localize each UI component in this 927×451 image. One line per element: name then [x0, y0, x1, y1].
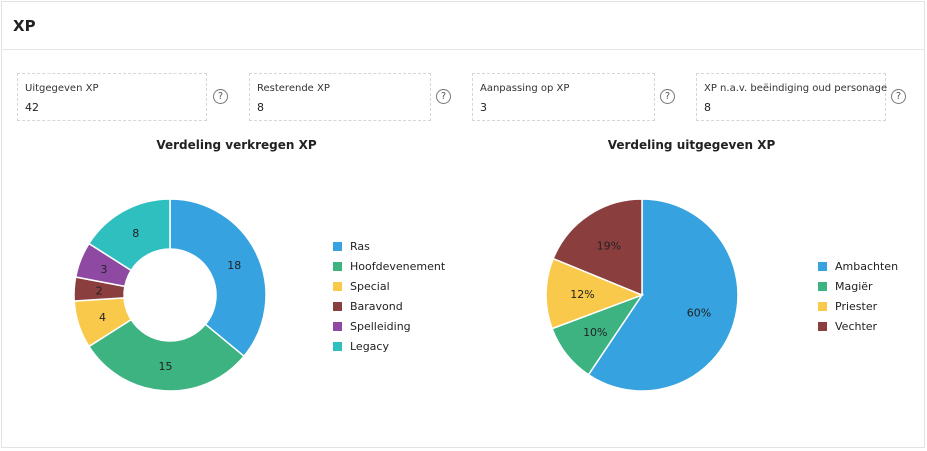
data-label-special: 4 [99, 311, 106, 324]
legend-item-priester[interactable]: Priester [818, 296, 898, 316]
legend-item-baravond[interactable]: Baravond [333, 296, 445, 316]
pie-slice-hoofdevenement[interactable] [87, 318, 246, 392]
data-label-priester: 12% [570, 288, 594, 301]
stat-label: XP n.a.v. beëindiging oud personage [704, 83, 888, 94]
legend-swatch [333, 301, 342, 311]
chart-title-uitgegeven: Verdeling uitgegeven XP [607, 138, 776, 152]
pie-chart-uitgegeven-xp: 60% 10% 12% 19% [545, 198, 739, 392]
legend-swatch [333, 261, 342, 271]
stat-value: 42 [25, 101, 39, 114]
stat-label: Aanpassing op XP [480, 83, 570, 94]
data-label-baravond: 2 [96, 285, 103, 298]
help-icon[interactable]: ? [436, 89, 451, 104]
legend-label: Legacy [350, 339, 389, 353]
data-label-hoofdevenement: 15 [159, 360, 173, 373]
panel-title: XP [13, 16, 36, 35]
stat-xp-oud-personage: XP n.a.v. beëindiging oud personage 8 [696, 73, 888, 121]
chart-title-verkregen: Verdeling verkregen XP [156, 138, 317, 152]
legend-label: Vechter [835, 319, 878, 333]
legend-item-ambachten[interactable]: Ambachten [818, 256, 898, 276]
legend-label: Ambachten [835, 259, 899, 273]
pie-slice-vechter[interactable] [552, 198, 643, 297]
pie-slice-legacy[interactable] [87, 198, 171, 272]
legend-swatch [818, 261, 827, 271]
legend-label: Magiër [835, 279, 873, 293]
data-label-magier: 10% [583, 326, 607, 339]
help-icon[interactable]: ? [660, 89, 675, 104]
legend-label: Priester [835, 299, 878, 313]
stat-value: 3 [480, 101, 487, 114]
legend-swatch [333, 281, 342, 291]
legend-label: Special [350, 279, 390, 293]
legend-item-vechter[interactable]: Vechter [818, 316, 898, 336]
stat-value: 8 [257, 101, 264, 114]
stat-label: Uitgegeven XP [25, 83, 99, 94]
legend-swatch [333, 321, 342, 331]
legend-item-magier[interactable]: Magiër [818, 276, 898, 296]
legend-item-hoofdevenement[interactable]: Hoofdevenement [333, 256, 445, 276]
data-label-legacy: 8 [132, 227, 139, 240]
donut-chart-verkregen-xp: 18 15 4 2 3 8 [73, 198, 267, 392]
stat-label: Resterende XP [257, 83, 330, 94]
data-label-ambachten: 60% [687, 306, 711, 319]
legend-item-spelleiding[interactable]: Spelleiding [333, 316, 445, 336]
legend-label: Ras [350, 239, 370, 253]
panel-header: XP [2, 2, 924, 50]
legend-label: Baravond [350, 299, 403, 313]
stat-uitgegeven-xp: Uitgegeven XP 42 [17, 73, 207, 121]
legend-swatch [818, 281, 827, 291]
pie-slice-ambachten[interactable] [587, 198, 739, 392]
stat-resterende-xp: Resterende XP 8 [249, 73, 431, 121]
legend-uitgegeven-xp: Ambachten Magiër Priester Vechter [818, 256, 898, 336]
pie-slice-ras[interactable] [169, 198, 267, 358]
legend-swatch [818, 321, 827, 331]
legend-item-ras[interactable]: Ras [333, 236, 445, 256]
legend-label: Spelleiding [350, 319, 411, 333]
pie-slice-priester[interactable] [545, 257, 645, 330]
legend-swatch [333, 341, 342, 351]
data-label-ras: 18 [227, 259, 241, 272]
legend-swatch [818, 301, 827, 311]
help-icon[interactable]: ? [213, 89, 228, 104]
legend-item-special[interactable]: Special [333, 276, 445, 296]
data-label-spelleiding: 3 [100, 263, 107, 276]
legend-item-legacy[interactable]: Legacy [333, 336, 445, 356]
stat-value: 8 [704, 101, 711, 114]
legend-swatch [333, 241, 342, 251]
help-icon[interactable]: ? [891, 89, 906, 104]
stat-aanpassing-op-xp: Aanpassing op XP 3 [472, 73, 655, 121]
legend-label: Hoofdevenement [350, 259, 446, 273]
data-label-vechter: 19% [597, 240, 621, 253]
legend-verkregen-xp: Ras Hoofdevenement Special Baravond Spelleid… [333, 236, 445, 356]
